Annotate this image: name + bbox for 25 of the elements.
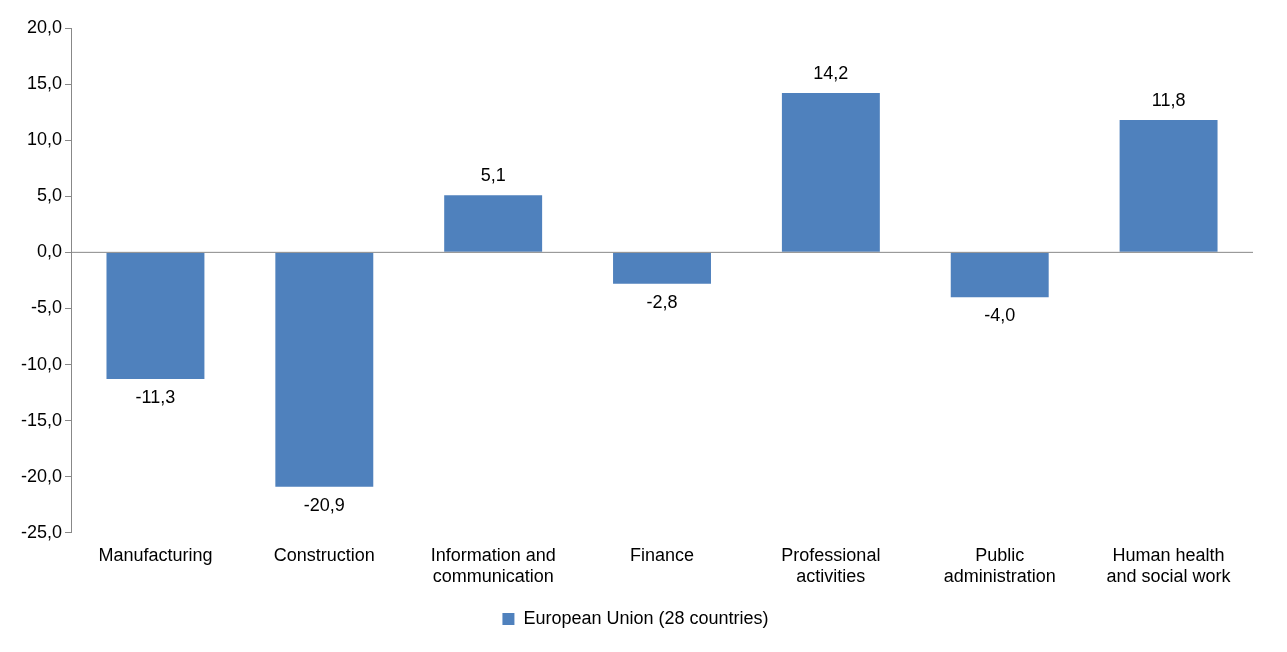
data-label: -4,0	[984, 305, 1016, 326]
data-label: -20,9	[303, 494, 345, 515]
data-label: -11,3	[135, 387, 176, 408]
y-tick-label: 5,0	[37, 185, 63, 206]
x-tick-label: Information and communication	[430, 544, 556, 587]
y-tick-label: 20,0	[26, 16, 63, 37]
y-tick-label: -20,0	[21, 465, 63, 486]
y-tick-label: 15,0	[26, 73, 63, 94]
data-label: 11,8	[1151, 89, 1186, 110]
y-tick-label: -25,0	[21, 521, 63, 542]
y-tick-label: 0,0	[37, 241, 63, 262]
data-label: -2,8	[646, 291, 678, 312]
data-label: 14,2	[813, 63, 849, 84]
x-tick-label: Public administration	[943, 544, 1056, 587]
x-tick-label: Construction	[273, 544, 375, 565]
x-tick-label: Finance	[629, 544, 695, 565]
legend-label: European Union (28 countries)	[523, 607, 769, 628]
y-tick-label: -15,0	[21, 409, 63, 430]
y-tick-label: -5,0	[31, 297, 63, 318]
y-tick-label: -10,0	[21, 353, 63, 374]
y-tick-label: 10,0	[26, 129, 63, 150]
x-tick-label: Professional activities	[781, 544, 881, 587]
x-tick-label: Human health and social work	[1106, 544, 1232, 587]
x-tick-label: Manufacturing	[98, 544, 213, 565]
data-label: 5,1	[480, 165, 506, 186]
